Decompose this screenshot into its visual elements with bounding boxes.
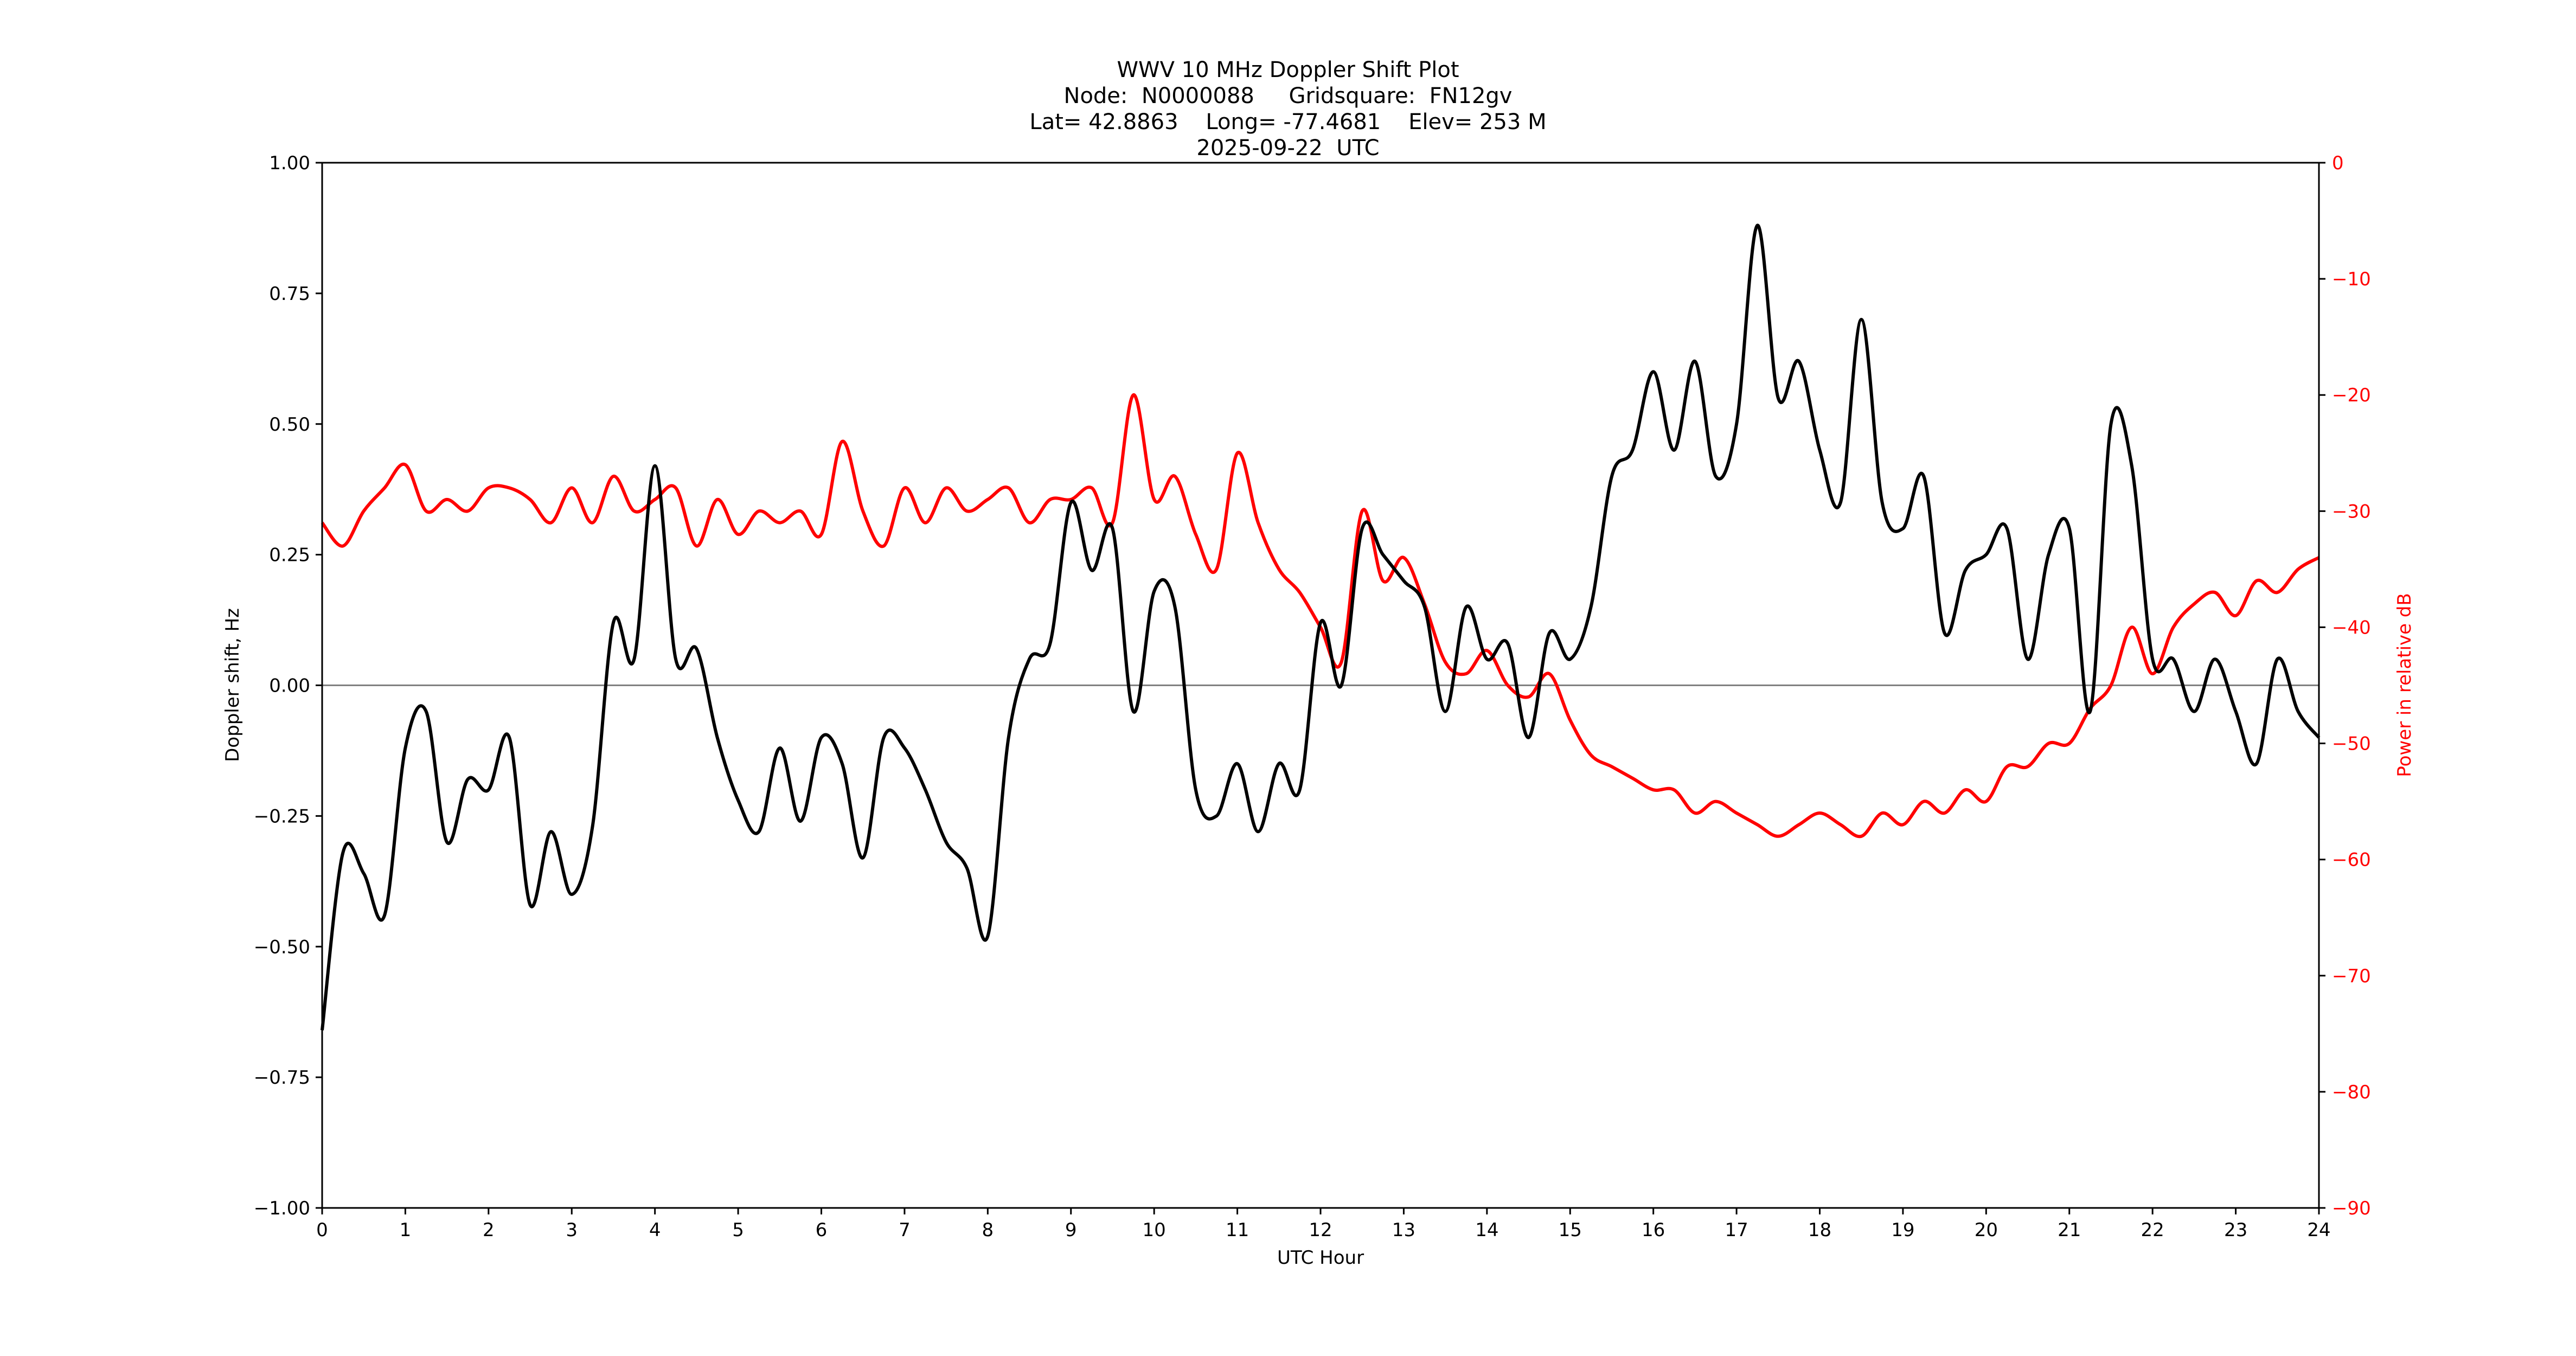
chart-title-block: WWV 10 MHz Doppler Shift Plot Node: N000…: [0, 57, 2576, 161]
x-tick-label: 16: [1642, 1219, 1665, 1241]
y-tick-label: 1.00: [269, 152, 310, 174]
y2-tick-label: −70: [2332, 965, 2371, 987]
y2-tick-label: −40: [2332, 617, 2371, 638]
x-tick-label: 1: [400, 1219, 412, 1241]
x-tick-label: 2: [483, 1219, 495, 1241]
x-tick-label: 5: [732, 1219, 744, 1241]
x-tick-label: 6: [816, 1219, 828, 1241]
x-tick-label: 13: [1392, 1219, 1415, 1241]
x-tick-label: 7: [899, 1219, 911, 1241]
x-tick-label: 12: [1309, 1219, 1332, 1241]
y2-tick-label: 0: [2332, 152, 2344, 174]
x-tick-label: 19: [1891, 1219, 1914, 1241]
x-tick-label: 21: [2058, 1219, 2081, 1241]
y2-tick-label: −30: [2332, 501, 2371, 522]
x-tick-label: 9: [1065, 1219, 1077, 1241]
x-axis-label: UTC Hour: [1277, 1247, 1364, 1269]
y2-tick-label: −20: [2332, 385, 2371, 406]
x-axis: 0 1 2 3 4 5 6 7 8 9 10 11 12 13 14 15 16 17 18 19 20 21 22 23 24: [316, 1208, 2331, 1241]
chart-subtitle-location: Lat= 42.8863 Long= -77.4681 Elev= 253 M: [1029, 110, 1547, 135]
x-tick-label: 24: [2307, 1219, 2330, 1241]
x-tick-label: 17: [1725, 1219, 1748, 1241]
power-db-line: [321, 393, 2320, 839]
y-tick-label: −0.25: [254, 805, 310, 827]
x-tick-label: 11: [1226, 1219, 1249, 1241]
x-tick-label: 3: [566, 1219, 578, 1241]
y-axis-left: 1.00 0.75 0.50 0.25 0.00 −0.25 −0.50 −0.75 −1.00: [254, 152, 322, 1219]
y-tick-label: 0.75: [269, 283, 310, 305]
x-tick-label: 22: [2141, 1219, 2164, 1241]
x-tick-label: 18: [1808, 1219, 1831, 1241]
y2-tick-label: −10: [2332, 268, 2371, 290]
chart-title: WWV 10 MHz Doppler Shift Plot: [1117, 57, 1459, 82]
x-tick-label: 4: [649, 1219, 661, 1241]
y-tick-label: −0.50: [254, 936, 310, 958]
x-tick-label: 10: [1143, 1219, 1166, 1241]
y2-tick-label: −90: [2332, 1198, 2371, 1219]
chart-subtitle-node: Node: N0000088 Gridsquare: FN12gv: [1063, 84, 1513, 108]
series-layer: [321, 223, 2321, 1031]
x-tick-label: 0: [316, 1219, 328, 1241]
x-tick-label: 15: [1559, 1219, 1582, 1241]
y-tick-label: 0.25: [269, 545, 310, 566]
y-axis-left-label: Doppler shift, Hz: [222, 608, 243, 762]
y-tick-label: 0.50: [269, 414, 310, 436]
y2-tick-label: −80: [2332, 1082, 2371, 1103]
x-tick-label: 20: [1975, 1219, 1998, 1241]
y-tick-label: −1.00: [254, 1198, 310, 1219]
x-tick-label: 8: [982, 1219, 994, 1241]
y-axis-right-label: Power in relative dB: [2394, 593, 2415, 777]
y2-tick-label: −60: [2332, 849, 2371, 871]
y2-tick-label: −50: [2332, 733, 2371, 755]
y-tick-label: 0.00: [269, 675, 310, 697]
y-axis-right: 0 −10 −20 −30 −40 −50 −60 −70 −80 −90: [2319, 152, 2371, 1219]
x-tick-label: 23: [2224, 1219, 2247, 1241]
x-tick-label: 14: [1475, 1219, 1498, 1241]
doppler-shift-line: [321, 223, 2321, 1031]
chart-subtitle-date: 2025-09-22 UTC: [1196, 136, 1380, 161]
y-tick-label: −0.75: [254, 1067, 310, 1089]
